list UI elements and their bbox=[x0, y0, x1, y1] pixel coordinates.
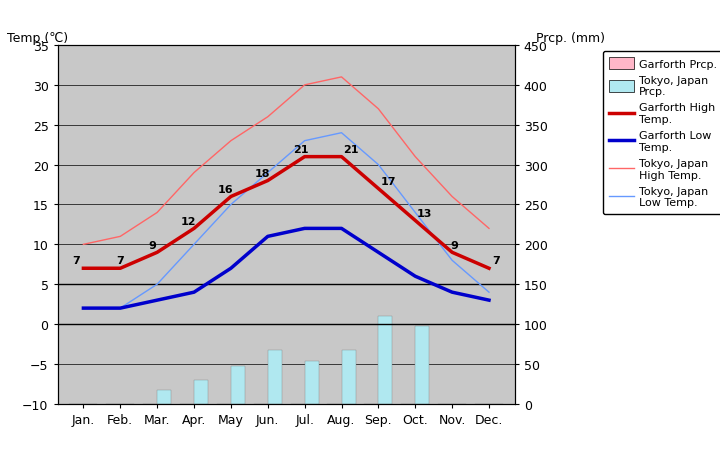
Bar bbox=[489, 404, 503, 443]
Text: 7: 7 bbox=[72, 256, 80, 266]
Text: 12: 12 bbox=[181, 216, 197, 226]
Bar bbox=[107, 404, 120, 440]
Bar bbox=[401, 404, 415, 436]
Bar bbox=[379, 316, 392, 404]
Text: 9: 9 bbox=[450, 240, 458, 250]
Bar bbox=[364, 404, 379, 433]
Text: 7: 7 bbox=[492, 256, 500, 266]
Bar bbox=[341, 350, 356, 404]
Text: 21: 21 bbox=[343, 145, 359, 155]
Bar bbox=[84, 404, 97, 445]
Text: 13: 13 bbox=[417, 208, 433, 218]
Text: Temp.(℃): Temp.(℃) bbox=[7, 32, 68, 45]
Text: 21: 21 bbox=[294, 145, 309, 155]
Text: 16: 16 bbox=[218, 185, 233, 194]
Bar bbox=[438, 404, 452, 426]
Bar bbox=[305, 361, 319, 404]
Bar bbox=[143, 404, 157, 444]
Bar bbox=[120, 404, 135, 439]
Bar bbox=[452, 404, 466, 409]
Text: 7: 7 bbox=[117, 256, 125, 266]
Text: 9: 9 bbox=[148, 240, 156, 250]
Text: Prcp. (mm): Prcp. (mm) bbox=[536, 32, 606, 45]
Bar bbox=[231, 367, 245, 404]
Bar bbox=[328, 404, 341, 429]
Bar bbox=[291, 404, 305, 429]
Bar bbox=[194, 380, 208, 404]
Legend: Garforth Prcp., Tokyo, Japan
Prcp., Garforth High
Temp., Garforth Low
Temp., Tok: Garforth Prcp., Tokyo, Japan Prcp., Garf… bbox=[603, 51, 720, 214]
Bar bbox=[157, 391, 171, 404]
Bar bbox=[475, 404, 489, 440]
Bar bbox=[69, 404, 84, 444]
Bar bbox=[180, 404, 194, 429]
Text: 18: 18 bbox=[255, 168, 270, 179]
Bar bbox=[217, 404, 231, 432]
Bar bbox=[268, 350, 282, 404]
Bar bbox=[253, 404, 268, 426]
Bar bbox=[415, 327, 429, 404]
Text: 17: 17 bbox=[380, 176, 396, 186]
